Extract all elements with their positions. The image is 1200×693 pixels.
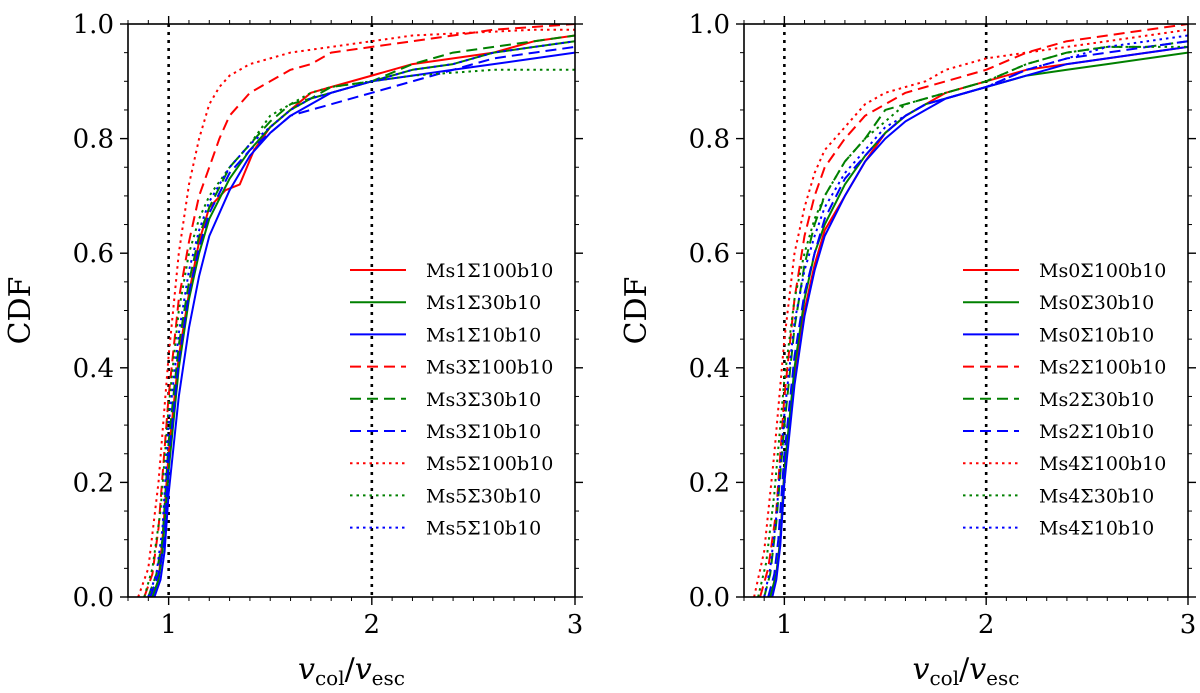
y-tick-label: 0.0: [73, 583, 114, 613]
series-line-6: [767, 40, 1188, 597]
chart-panel-2: 0.0 0.2 0.4 0.6 0.8 1.0 1 2 3 CDF vcol/vesc Ms0Σ100…: [619, 10, 1196, 690]
legend-label: Ms3Σ100b10: [426, 357, 553, 379]
series-line-7: [137, 28, 575, 597]
legend-label: Ms5Σ30b10: [426, 485, 541, 507]
y-tick-label: 0.2: [689, 468, 730, 498]
legend-label: Ms0Σ30b10: [1039, 292, 1154, 314]
legend-label: Ms2Σ100b10: [1039, 357, 1166, 379]
series-line-6: [149, 45, 575, 597]
series-group: [753, 24, 1188, 597]
series-line-3: [771, 45, 1188, 597]
series-line-4: [759, 24, 1188, 597]
x-tick-label: 3: [567, 610, 584, 640]
y-tick-label: 1.0: [73, 10, 114, 40]
legend-label: Ms4Σ10b10: [1039, 518, 1154, 540]
x-tick-label: 1: [776, 610, 793, 640]
series-line-9: [147, 40, 575, 597]
legend-label: Ms4Σ100b10: [1039, 453, 1166, 475]
legend-label: Ms1Σ30b10: [426, 292, 541, 314]
legend-label: Ms5Σ10b10: [426, 518, 541, 540]
legend-label: Ms2Σ10b10: [1039, 421, 1154, 443]
legend-label: Ms3Σ30b10: [426, 389, 541, 411]
y-axis-label: CDF: [619, 277, 654, 345]
y-tick-label: 0.2: [73, 468, 114, 498]
legend-label: Ms4Σ30b10: [1039, 485, 1154, 507]
series-line-2: [151, 40, 575, 597]
series-line-1: [151, 34, 575, 597]
series-line-5: [763, 40, 1188, 597]
y-tick-label: 0.4: [73, 354, 114, 384]
legend: Ms1Σ100b10 Ms1Σ30b10 Ms1Σ10b10 Ms3Σ100b10 Ms…: [350, 260, 553, 540]
legend-label: Ms0Σ10b10: [1039, 324, 1154, 346]
series-line-5: [147, 34, 575, 597]
y-tick-label: 0.4: [689, 354, 730, 384]
series-line-9: [763, 34, 1188, 597]
legend-label: Ms0Σ100b10: [1039, 260, 1166, 282]
series-line-4: [143, 24, 575, 597]
series-line-7: [753, 28, 1188, 597]
legend-label: Ms5Σ100b10: [426, 453, 553, 475]
y-tick-label: 0.8: [73, 125, 114, 155]
legend-label: Ms1Σ100b10: [426, 260, 553, 282]
series-line-2: [769, 51, 1188, 597]
x-tick-label: 2: [978, 610, 995, 640]
series-group: [137, 24, 575, 597]
x-axis-label: vcol/vesc: [913, 652, 1020, 690]
legend: Ms0Σ100b10 Ms0Σ30b10 Ms0Σ10b10 Ms2Σ100b10 Ms…: [963, 260, 1166, 540]
legend-label: Ms2Σ30b10: [1039, 389, 1154, 411]
x-tick-label: 2: [364, 610, 381, 640]
chart-panel-1: 0.0 0.2 0.4 0.6 0.8 1.0 1 2 3 CDF vcol/vesc Ms1Σ100…: [3, 10, 583, 690]
y-tick-label: 0.6: [689, 239, 730, 269]
legend-label: Ms1Σ10b10: [426, 324, 541, 346]
series-line-8: [757, 45, 1188, 597]
y-axis-label: CDF: [3, 277, 38, 345]
x-axis-label: vcol/vesc: [298, 652, 405, 690]
x-tick-label: 1: [160, 610, 177, 640]
series-line-1: [769, 45, 1188, 597]
x-tick-label: 3: [1180, 610, 1197, 640]
y-tick-label: 0.6: [73, 239, 114, 269]
y-tick-label: 0.8: [689, 125, 730, 155]
y-tick-label: 1.0: [689, 10, 730, 40]
legend-label: Ms3Σ10b10: [426, 421, 541, 443]
y-tick-label: 0.0: [689, 583, 730, 613]
